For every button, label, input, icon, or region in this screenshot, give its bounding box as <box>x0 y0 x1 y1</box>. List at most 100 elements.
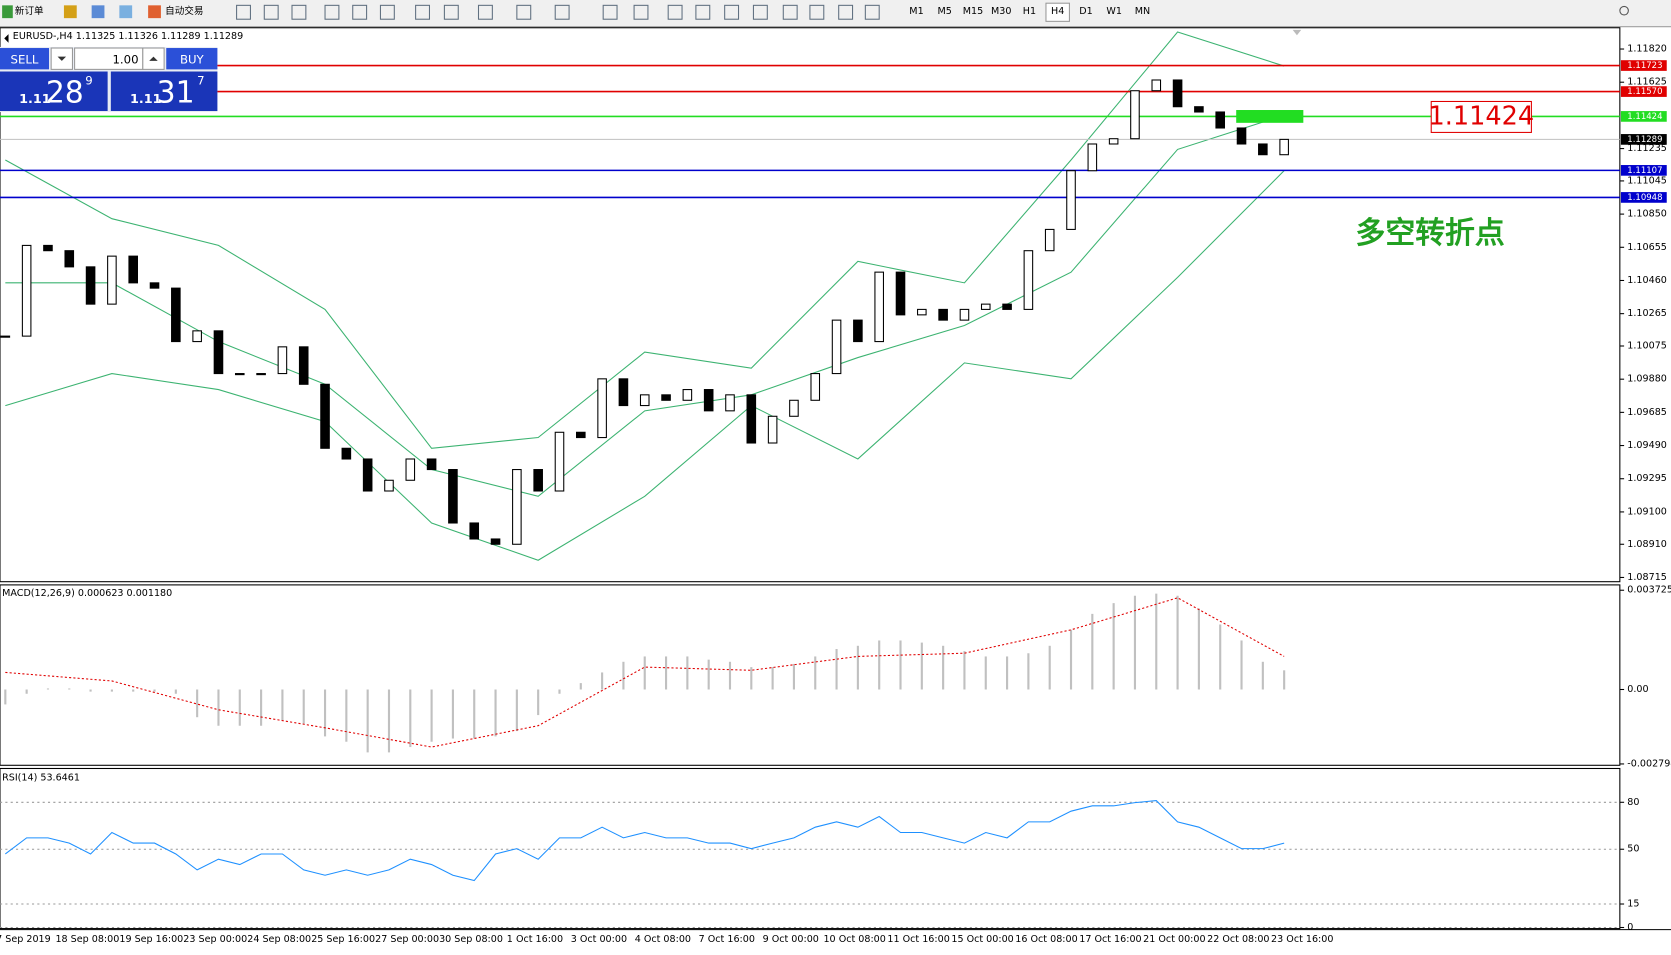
candle <box>1066 170 1076 230</box>
timeframe-button[interactable]: W1 <box>1106 6 1122 17</box>
lot-value: 1.00 <box>112 52 138 66</box>
candle <box>107 255 117 305</box>
tool-icon[interactable] <box>695 4 711 20</box>
macd-header: MACD(12,26,9) 0.000623 0.001180 <box>2 588 172 599</box>
level-tag <box>1620 111 1667 122</box>
auto-trading-button[interactable]: 自动交易 <box>165 5 203 17</box>
collapse-arrow[interactable] <box>4 34 9 43</box>
candle <box>874 271 884 343</box>
tool-icon[interactable] <box>633 4 649 20</box>
new-order-button[interactable]: 新订单 <box>15 5 44 17</box>
tool-icon[interactable] <box>554 4 570 20</box>
timeframe-button[interactable]: M30 <box>991 6 1011 17</box>
x-tick-label: 30 Sep 08:00 <box>439 934 503 945</box>
candle <box>43 244 53 252</box>
sell-point: 9 <box>85 74 92 88</box>
toolbar-tools: M1 M5 M15 M30 H1 H4 D1 W1 MN <box>236 2 1150 22</box>
timeframe-button[interactable]: H1 <box>1023 6 1036 17</box>
new-order-icon[interactable] <box>2 5 13 19</box>
y-tick-label: -0.002794 <box>1627 758 1671 769</box>
y-tick-label: 1.10655 <box>1627 242 1667 253</box>
sell-pips: 28 <box>46 75 84 110</box>
timeframe-button[interactable]: M15 <box>963 6 983 17</box>
macd-plot <box>0 584 1621 766</box>
y-tick-label: 80 <box>1627 797 1639 808</box>
x-tick-label: 23 Sep 00:00 <box>183 934 247 945</box>
buy-price-box[interactable] <box>110 71 218 112</box>
tool-icon[interactable] <box>379 4 395 20</box>
candle <box>959 308 970 321</box>
x-tick-label: 1 Oct 16:00 <box>507 934 563 945</box>
level-tag <box>1620 165 1667 176</box>
timeframe-button[interactable]: M5 <box>938 6 952 17</box>
tool-icon[interactable] <box>263 4 279 20</box>
y-tick-label: 1.08715 <box>1627 572 1667 583</box>
level-label: 1.11424 <box>1627 112 1662 122</box>
candle <box>512 469 522 545</box>
main-plot <box>0 27 1621 583</box>
tool-icon[interactable] <box>324 4 340 20</box>
tool-icon[interactable] <box>352 4 368 20</box>
y-tick-label: 1.08910 <box>1627 539 1667 550</box>
candle <box>1130 90 1140 140</box>
sell-price-box[interactable] <box>0 71 108 112</box>
candle <box>448 469 458 524</box>
candle <box>21 244 32 337</box>
bollinger-upper <box>5 31 1285 449</box>
candle <box>426 458 437 471</box>
level-tag <box>1620 60 1667 71</box>
tool-icon[interactable] <box>809 4 825 20</box>
y-tick-label: 1.10265 <box>1627 308 1667 319</box>
arrow-icon <box>57 56 67 61</box>
toolbar-icon[interactable] <box>119 5 133 19</box>
timeframe-button[interactable]: D1 <box>1079 6 1092 17</box>
tool-icon[interactable] <box>602 4 618 20</box>
tool-icon[interactable] <box>667 4 683 20</box>
candle <box>853 319 863 343</box>
buy-point: 7 <box>197 74 204 88</box>
candle <box>639 394 650 407</box>
candle <box>1044 228 1055 252</box>
candle <box>298 346 309 385</box>
tool-icon[interactable] <box>782 4 798 20</box>
candle <box>1108 138 1119 145</box>
annotation-box <box>1430 100 1532 133</box>
candle <box>149 282 160 289</box>
tool-icon[interactable] <box>724 4 740 20</box>
sell-button[interactable] <box>0 48 50 70</box>
candle <box>661 394 671 401</box>
tool-icon[interactable] <box>291 4 307 20</box>
candle <box>618 378 629 407</box>
candle <box>0 335 11 338</box>
y-tick-label: 50 <box>1627 844 1639 855</box>
x-tick-label: 17 Oct 16:00 <box>1079 934 1141 945</box>
candle <box>405 458 416 481</box>
sell-big-figure: 1.11 <box>19 92 51 107</box>
toolbar-icon[interactable] <box>91 5 105 19</box>
timeframe-button[interactable]: M1 <box>909 6 923 17</box>
toolbar-icon[interactable] <box>63 5 77 19</box>
buy-label: BUY <box>180 52 205 66</box>
candle <box>1002 303 1012 310</box>
timeframe-button[interactable]: MN <box>1135 6 1150 17</box>
buy-button[interactable] <box>166 48 218 70</box>
tool-icon[interactable] <box>443 4 459 20</box>
candle <box>192 330 202 343</box>
tool-icon[interactable] <box>236 4 251 20</box>
x-tick-label: 21 Oct 00:00 <box>1143 934 1205 945</box>
tool-icon[interactable] <box>516 4 532 20</box>
timeframe-button[interactable]: H4 <box>1051 6 1064 17</box>
tool-icon[interactable] <box>477 4 493 20</box>
candle <box>810 373 821 401</box>
candle <box>980 303 991 310</box>
candle <box>362 458 373 492</box>
level-label: 1.11570 <box>1627 87 1662 97</box>
auto-trading-icon[interactable] <box>148 5 161 19</box>
tool-icon[interactable] <box>838 4 854 20</box>
tool-icon[interactable] <box>415 4 431 20</box>
x-tick-label: 22 Oct 08:00 <box>1207 934 1269 945</box>
x-tick-label: 18 Sep 08:00 <box>55 934 119 945</box>
tool-icon[interactable] <box>752 4 768 20</box>
tool-icon[interactable] <box>864 4 880 20</box>
level-label: 1.11723 <box>1627 61 1662 71</box>
